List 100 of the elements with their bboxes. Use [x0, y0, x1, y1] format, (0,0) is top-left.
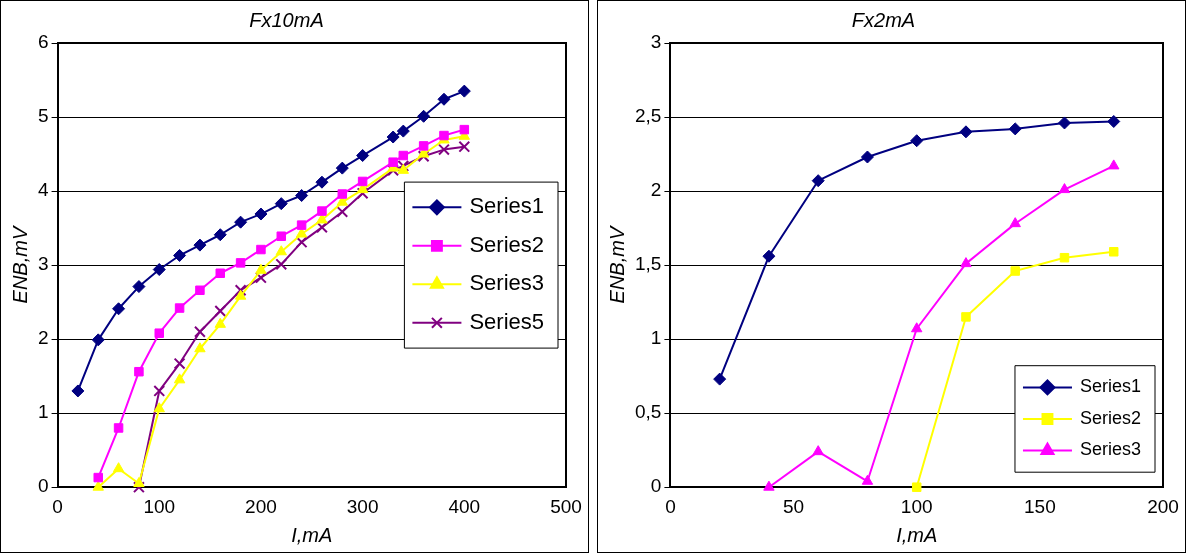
point: [134, 366, 144, 377]
legend-label: Series3: [1079, 439, 1141, 460]
point: [315, 175, 329, 189]
y-tick-label: 2,5: [634, 105, 662, 127]
y-tick-label: 0: [37, 475, 49, 497]
point: [763, 480, 775, 491]
legend-label: Series2: [1079, 407, 1141, 428]
point: [1109, 247, 1119, 257]
x-tick-label: 500: [550, 495, 582, 517]
point: [357, 176, 368, 187]
point: [235, 258, 246, 268]
point: [254, 271, 267, 284]
y-axis-title: ENB,mV: [8, 225, 31, 304]
point: [1057, 116, 1071, 130]
legend-label: Series1: [1079, 376, 1141, 397]
point: [356, 149, 370, 163]
point: [959, 125, 973, 139]
legend-label: Series3: [469, 270, 544, 296]
y-tick-label: 3: [37, 253, 49, 275]
x-tick-label: 300: [346, 495, 379, 517]
point: [356, 187, 369, 200]
point: [234, 284, 247, 297]
x-axis-title: I,mA: [896, 523, 938, 546]
point: [173, 357, 186, 370]
point: [860, 150, 874, 164]
point: [1058, 183, 1071, 194]
point: [215, 268, 226, 278]
point: [276, 231, 287, 241]
point: [112, 302, 126, 316]
point: [960, 257, 972, 268]
legend-label: Series5: [469, 308, 544, 334]
point: [234, 289, 247, 300]
point: [174, 303, 185, 313]
x-tick-label: 200: [245, 495, 277, 517]
point: [335, 161, 349, 175]
x-axis-title: I,mA: [291, 523, 333, 546]
point: [153, 385, 166, 397]
point: [457, 84, 471, 98]
point: [132, 280, 146, 294]
x-tick-label: 100: [900, 495, 933, 517]
point: [234, 215, 248, 229]
point: [93, 472, 103, 483]
point: [194, 342, 206, 353]
point: [71, 384, 85, 398]
point: [154, 328, 164, 338]
point: [296, 220, 307, 230]
point: [275, 258, 288, 271]
point: [295, 189, 309, 203]
x-tick-label: 150: [1024, 495, 1056, 517]
x-tick-label: 50: [782, 495, 805, 517]
point: [961, 312, 971, 322]
point: [1108, 159, 1120, 170]
y-tick-label: 1,5: [634, 253, 662, 275]
point: [812, 445, 824, 456]
point: [911, 322, 923, 333]
point: [1107, 114, 1121, 128]
point: [254, 207, 268, 221]
point: [193, 238, 207, 252]
y-tick-label: 0: [650, 475, 662, 497]
point: [274, 197, 288, 211]
x-tick-label: 0: [665, 495, 676, 517]
point: [396, 124, 410, 138]
point: [713, 372, 727, 386]
point: [316, 221, 328, 234]
x-tick-label: 200: [1147, 495, 1179, 517]
point: [762, 249, 776, 263]
x-tick-label: 400: [448, 495, 481, 517]
point: [386, 130, 400, 144]
point: [811, 174, 825, 188]
chart-title: Fx10mA: [249, 8, 324, 31]
point: [153, 402, 165, 413]
y-axis-title: ENB,mV: [605, 225, 628, 304]
point: [214, 305, 227, 317]
y-tick-label: 2: [650, 179, 662, 201]
y-tick-label: 3: [650, 31, 662, 53]
y-tick-label: 6: [37, 31, 49, 53]
point: [91, 333, 105, 347]
point: [256, 244, 266, 255]
point: [113, 423, 124, 433]
point: [417, 109, 431, 123]
point: [911, 482, 922, 492]
point: [195, 285, 205, 296]
point: [173, 373, 186, 384]
point: [398, 150, 409, 161]
point: [397, 159, 410, 172]
point: [388, 157, 398, 167]
point: [417, 150, 430, 163]
y-tick-label: 4: [37, 179, 49, 201]
y-tick-label: 2: [37, 327, 49, 349]
point: [910, 134, 924, 148]
point: [255, 263, 267, 274]
point: [275, 245, 287, 256]
y-tick-label: 5: [37, 105, 49, 127]
point: [1059, 252, 1070, 263]
point: [459, 124, 470, 135]
point: [213, 228, 227, 242]
legend-label: Series1: [469, 193, 544, 219]
point: [112, 462, 125, 473]
point: [1008, 122, 1022, 136]
point: [317, 206, 327, 216]
